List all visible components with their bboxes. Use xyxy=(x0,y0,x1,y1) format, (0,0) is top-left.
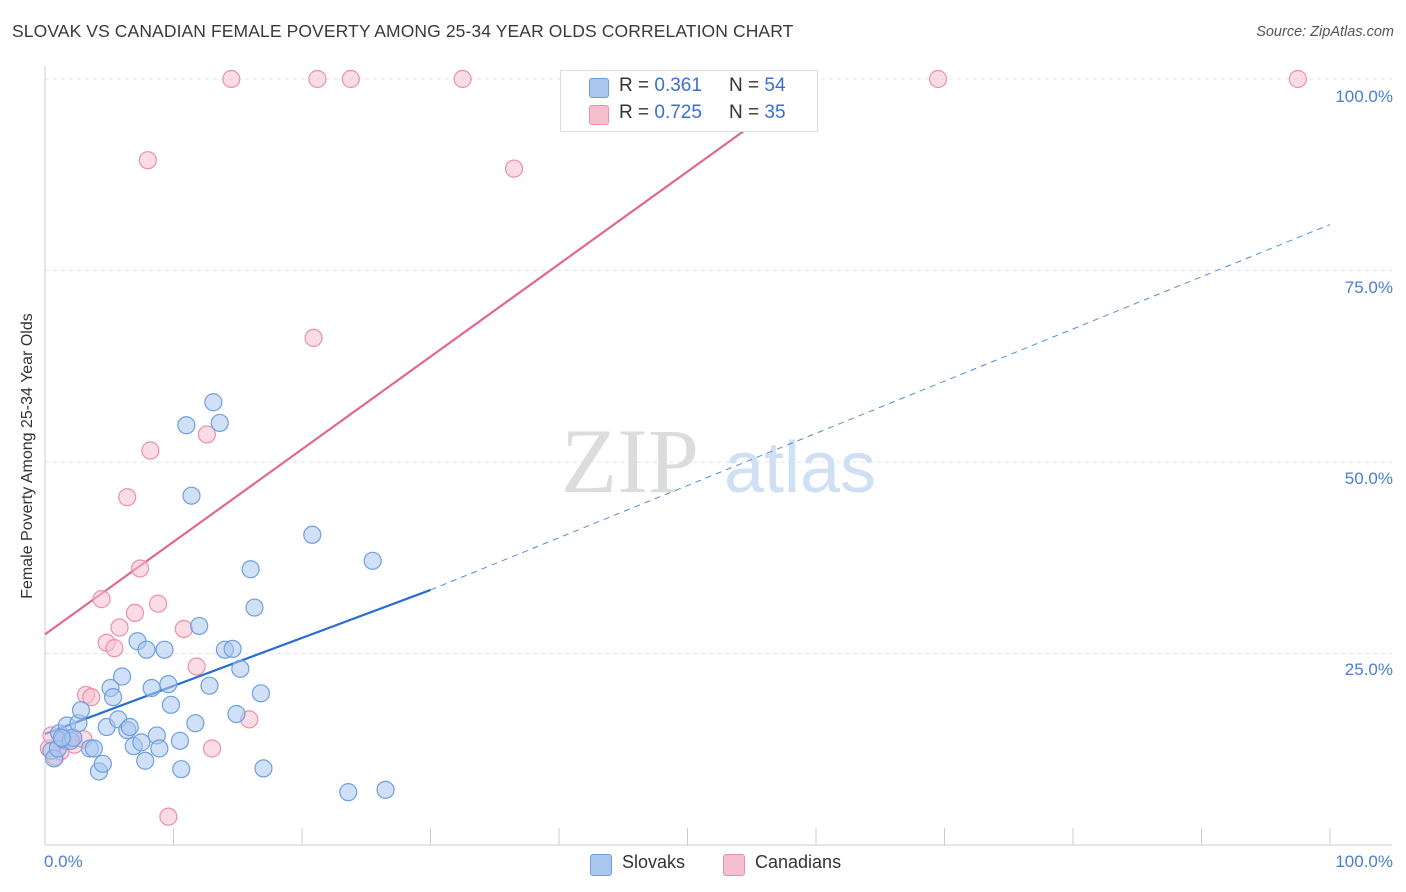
point-slovaks xyxy=(227,704,246,724)
point-canadians xyxy=(1288,69,1307,89)
trend-line-slovaks-extension xyxy=(430,224,1331,591)
legend-row-slovaks: R = 0.361 N = 54 xyxy=(561,75,817,101)
watermark-atlas: atlas xyxy=(724,428,876,508)
point-slovaks xyxy=(93,754,112,773)
axes xyxy=(44,66,1392,846)
bottom-legend-label-slovaks: Slovaks xyxy=(622,852,686,872)
point-canadians xyxy=(148,594,168,613)
point-slovaks xyxy=(254,759,273,778)
grid-lines xyxy=(45,78,1392,654)
point-canadians xyxy=(928,69,948,89)
point-slovaks xyxy=(172,760,191,779)
point-canadians xyxy=(453,69,472,89)
point-slovaks xyxy=(339,783,358,802)
point-slovaks xyxy=(120,717,139,737)
point-slovaks xyxy=(132,733,151,752)
point-slovaks xyxy=(200,676,219,695)
legend-stats: R = 0.361 N = 54 R = 0.725 N = 35 xyxy=(560,70,818,132)
chart-title: SLOVAK VS CANADIAN FEMALE POVERTY AMONG … xyxy=(12,21,794,41)
point-slovaks xyxy=(150,739,169,758)
point-slovaks xyxy=(170,731,190,750)
point-slovaks xyxy=(303,525,322,544)
point-slovaks xyxy=(376,780,395,799)
point-slovaks xyxy=(186,714,205,733)
point-slovaks xyxy=(142,678,161,698)
point-slovaks xyxy=(251,684,270,703)
point-canadians xyxy=(222,69,241,89)
point-canadians xyxy=(174,619,193,639)
point-slovaks xyxy=(231,659,250,678)
point-slovaks xyxy=(223,639,242,659)
point-slovaks xyxy=(71,701,91,720)
point-slovaks xyxy=(161,695,181,714)
point-slovaks xyxy=(52,728,71,747)
watermark-zip: ZIP xyxy=(561,410,699,512)
point-canadians xyxy=(341,69,360,89)
point-canadians xyxy=(504,159,524,178)
point-canadians xyxy=(105,639,124,658)
point-canadians xyxy=(141,441,160,460)
point-canadians xyxy=(197,425,217,444)
legend-r-canadians: R = 0.725 xyxy=(619,102,702,123)
point-slovaks xyxy=(159,675,178,694)
y-tick-label-50: 50.0% xyxy=(1344,469,1393,488)
point-canadians xyxy=(92,590,111,609)
point-canadians xyxy=(110,618,129,637)
point-canadians xyxy=(118,488,137,507)
legend-swatch-canadians xyxy=(589,105,609,125)
point-canadians xyxy=(308,69,327,89)
point-canadians xyxy=(125,603,145,623)
watermark: ZIP atlas xyxy=(561,410,876,512)
point-slovaks xyxy=(177,416,196,435)
x-tick-label-100: 100.0% xyxy=(1335,852,1393,871)
point-slovaks xyxy=(363,551,382,570)
source-credit: Source: ZipAtlas.com xyxy=(1256,24,1394,40)
bottom-legend-swatch-canadians xyxy=(723,854,745,876)
point-slovaks xyxy=(136,751,155,770)
point-slovaks xyxy=(245,598,264,617)
point-slovaks xyxy=(241,560,260,579)
point-slovaks xyxy=(182,486,201,505)
legend-swatch-slovaks xyxy=(589,78,609,98)
point-slovaks xyxy=(204,393,223,412)
point-slovaks xyxy=(155,640,174,659)
point-canadians xyxy=(187,657,206,676)
point-canadians xyxy=(138,151,157,170)
point-slovaks xyxy=(104,688,123,707)
point-canadians xyxy=(304,328,323,348)
data-points xyxy=(39,69,1307,826)
point-canadians xyxy=(130,559,150,578)
legend-r-slovaks: R = 0.361 xyxy=(619,75,702,96)
y-tick-label-75: 75.0% xyxy=(1344,278,1393,297)
point-slovaks xyxy=(190,616,209,636)
trend-line-canadians xyxy=(44,78,817,636)
y-axis-label: Female Poverty Among 25-34 Year Olds xyxy=(19,313,36,599)
point-slovaks xyxy=(112,667,132,686)
point-slovaks xyxy=(137,640,156,659)
y-tick-label-25: 25.0% xyxy=(1344,660,1393,679)
legend-row-canadians: R = 0.725 N = 35 xyxy=(561,102,817,128)
point-canadians xyxy=(159,807,178,826)
bottom-legend-swatch-slovaks xyxy=(590,854,612,876)
point-slovaks xyxy=(210,413,229,433)
point-slovaks xyxy=(84,739,103,758)
trend-lines xyxy=(44,78,1331,735)
point-canadians xyxy=(202,739,222,758)
point-canadians xyxy=(82,688,101,707)
x-tick-label-0: 0.0% xyxy=(44,852,83,871)
legend-n-slovaks: N = 54 xyxy=(729,75,786,96)
legend-n-canadians: N = 35 xyxy=(729,102,786,123)
bottom-legend-label-canadians: Canadians xyxy=(755,852,842,872)
y-tick-label-100: 100.0% xyxy=(1335,87,1393,106)
